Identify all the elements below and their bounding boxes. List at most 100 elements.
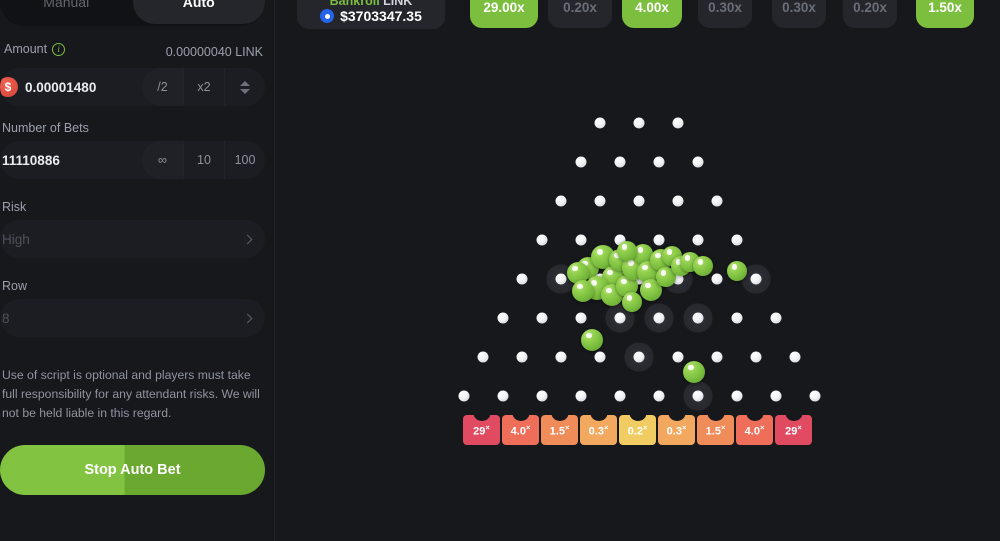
peg [536, 390, 547, 402]
bucket-multiplier-symbol: × [720, 423, 726, 433]
bucket-notch [629, 415, 646, 421]
bucket-notch [707, 415, 724, 421]
peg [614, 156, 625, 168]
bucket-label: 4.0× [744, 423, 765, 438]
bet-mode-tabs: Manual Auto [0, 0, 265, 26]
peg [555, 195, 567, 207]
amount-input[interactable]: $ 0.00001480 [0, 77, 142, 97]
bucket-multiplier-symbol: × [642, 423, 648, 433]
bankroll-title-currency: LINK [383, 0, 413, 8]
amount-label-row: Amount i 0.00000040 LINK [0, 42, 265, 62]
amount-value: 0.00001480 [25, 79, 97, 95]
peg [672, 273, 684, 285]
stop-auto-bet-button[interactable]: Stop Auto Bet [0, 445, 265, 495]
peg [770, 390, 781, 402]
plinko-ball [572, 280, 594, 302]
peg [575, 390, 586, 402]
peg [731, 312, 742, 324]
dollar-coin-icon: $ [0, 77, 18, 97]
plinko-ball [683, 361, 705, 383]
peg [770, 312, 781, 324]
bucket-multiplier-symbol: × [564, 423, 570, 433]
plinko-ball [567, 262, 589, 284]
peg [672, 195, 684, 207]
bucket-multiplier-symbol: × [681, 423, 687, 433]
recent-multiplier-chip: 29.00x [470, 0, 538, 28]
number-of-bets-input[interactable]: 11110886 [0, 153, 142, 168]
peg [653, 312, 664, 324]
peg [653, 234, 664, 246]
bucket-label: 0.3× [666, 423, 687, 438]
amount-stepper[interactable] [224, 68, 265, 106]
amount-label: Amount i [4, 42, 66, 56]
row-label: Row [2, 279, 28, 293]
peg [692, 312, 703, 324]
bets-hundred-button[interactable]: 100 [224, 141, 265, 179]
peg [711, 351, 723, 363]
recent-multiplier-chip: 0.20x [548, 0, 612, 28]
peg [614, 234, 625, 246]
disclaimer-text: Use of script is optional and players mu… [2, 368, 260, 420]
row-value: 8 [2, 310, 10, 326]
bucket-label: 0.3× [588, 423, 609, 438]
plinko-ball [616, 275, 638, 297]
amount-converted: 0.00000040 LINK [165, 45, 263, 59]
peg [672, 117, 684, 129]
peg [789, 351, 801, 363]
bucket-multiplier-symbol: × [797, 423, 802, 433]
amount-double-button[interactable]: x2 [183, 68, 224, 106]
bucket-notch [512, 415, 529, 421]
bucket-label: 0.2× [627, 423, 648, 438]
bucket-notch [590, 415, 607, 421]
peg [692, 156, 703, 168]
multiplier-bucket: 4.0× [736, 415, 773, 445]
tab-manual[interactable]: Manual [43, 0, 90, 10]
row-select[interactable]: 8 [0, 299, 265, 337]
amount-section: Amount i 0.00000040 LINK $ 0.00001480 /2… [0, 42, 265, 106]
bucket-multiplier-symbol: × [525, 423, 531, 433]
risk-label: Risk [2, 200, 27, 214]
peg [750, 351, 762, 363]
bucket-label: 1.5× [549, 423, 570, 438]
info-icon[interactable]: i [52, 42, 66, 56]
bets-ten-button[interactable]: 10 [183, 141, 224, 179]
number-of-bets-section: Number of Bets 11110886 ∞ 10 100 [0, 121, 265, 179]
risk-section: Risk High [0, 200, 265, 258]
peg [614, 312, 625, 324]
multiplier-bucket: 0.2× [619, 415, 656, 445]
peg [809, 390, 820, 402]
recent-multiplier-chip: 0.20x [843, 0, 897, 28]
peg [555, 351, 567, 363]
multiplier-bucket: 29× [463, 415, 500, 445]
risk-select[interactable]: High [0, 220, 265, 258]
multiplier-buckets: 29× 4.0× 1.5× 0.3× 0.2× 0.3× 1.5× 4.0× 29× [463, 415, 812, 445]
multiplier-bucket: 4.0× [502, 415, 539, 445]
bankroll-widget: Bankroll LINK $3703347.35 [297, 0, 445, 29]
plinko-ball [617, 241, 637, 261]
tab-auto[interactable]: Auto [132, 0, 265, 24]
bankroll-title: Bankroll LINK [330, 0, 413, 8]
plinko-ball [693, 256, 713, 276]
recent-multiplier-chip: 4.00x [622, 0, 682, 28]
chevron-right-icon [242, 313, 253, 323]
plinko-board: 29× 4.0× 1.5× 0.3× 0.2× 0.3× 1.5× 4.0× 29× [275, 0, 1000, 541]
multiplier-bucket: 1.5× [541, 415, 578, 445]
peg [516, 273, 528, 285]
bets-infinite-button[interactable]: ∞ [142, 141, 183, 179]
plinko-ball [727, 261, 747, 281]
peg [497, 312, 508, 324]
bucket-label: 29× [785, 423, 802, 438]
amount-halve-button[interactable]: /2 [142, 68, 183, 106]
amount-input-shell: $ 0.00001480 /2 x2 [0, 68, 265, 106]
bankroll-amount: $3703347.35 [340, 8, 422, 24]
bucket-multiplier-symbol: × [603, 423, 609, 433]
peg [750, 273, 762, 285]
plinko-ball [633, 244, 653, 264]
peg [614, 390, 625, 402]
peg [536, 312, 547, 324]
bankroll-title-prefix: Bankroll [329, 0, 380, 8]
recent-multiplier-chip: 0.30x [772, 0, 826, 28]
peg [575, 156, 586, 168]
number-of-bets-input-shell: 11110886 ∞ 10 100 [0, 141, 265, 179]
peg [653, 156, 664, 168]
